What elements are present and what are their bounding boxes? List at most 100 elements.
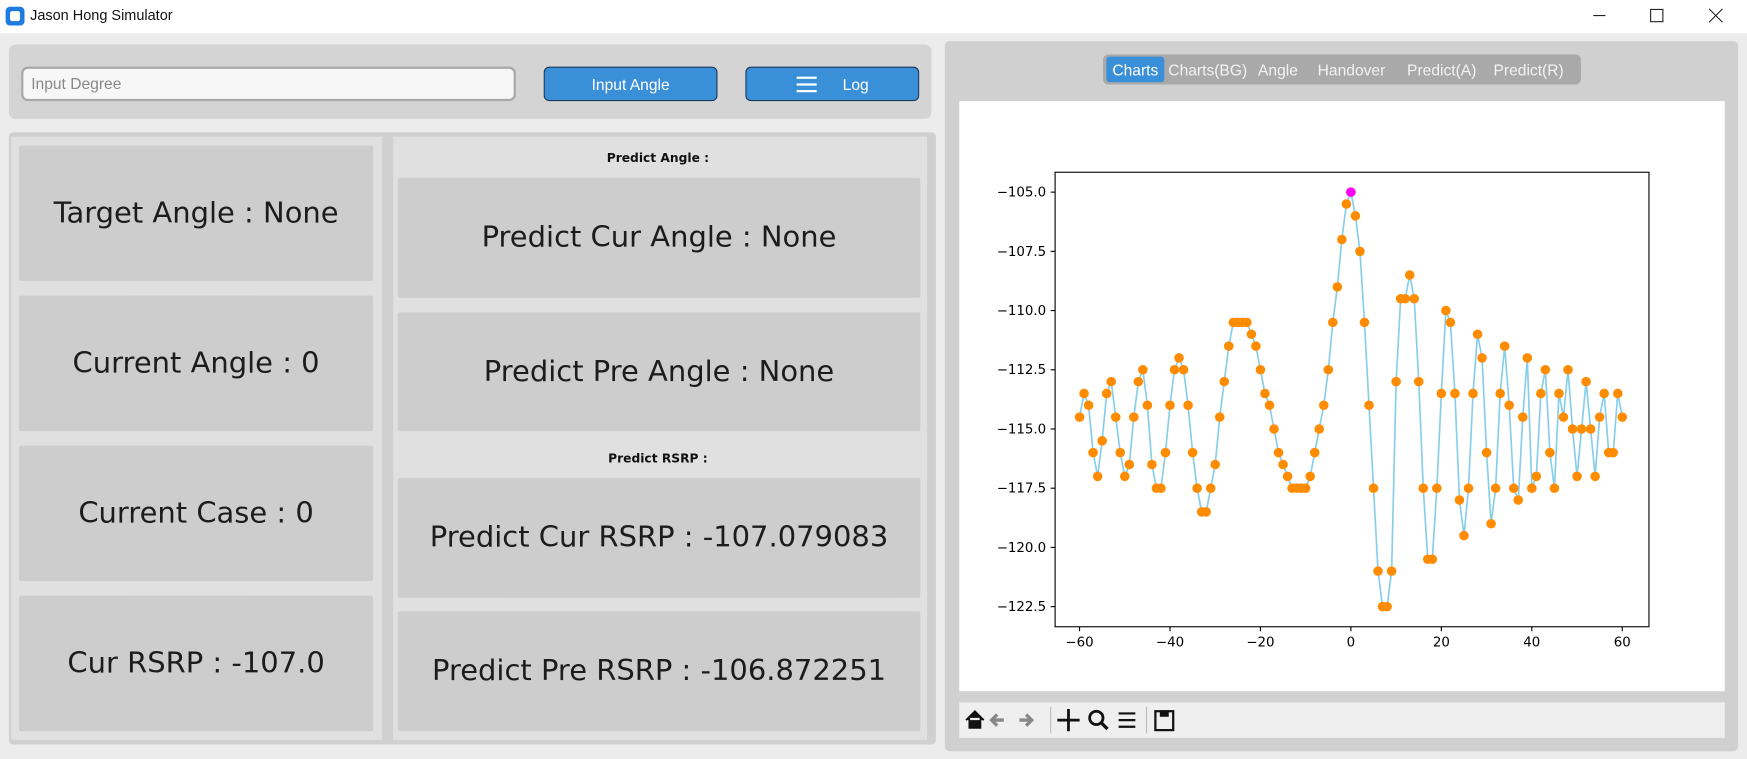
- data-point: [1531, 471, 1542, 482]
- data-point: [1282, 471, 1293, 482]
- data-point: [1359, 317, 1370, 328]
- series-line: [1078, 189, 1624, 608]
- title-bar: Jason Hong Simulator: [0, 0, 1747, 34]
- data-point: [1350, 211, 1361, 221]
- tab[interactable]: Predict(R): [1493, 60, 1564, 79]
- data-point: [1549, 483, 1560, 493]
- data-point: [1124, 459, 1135, 470]
- data-point: [1205, 483, 1216, 493]
- data-point: [1490, 483, 1501, 493]
- tab[interactable]: Predict(A): [1407, 60, 1477, 79]
- data-point: [1536, 388, 1546, 399]
- data-point: [1169, 364, 1180, 375]
- data-point: [1495, 388, 1505, 399]
- toolbar-icons[interactable]: [959, 702, 1182, 738]
- y-tick-label: −107.5: [997, 245, 1046, 260]
- tab[interactable]: Charts: [1106, 56, 1165, 83]
- status-card: Current Case : 0: [18, 445, 374, 582]
- data-point: [1079, 388, 1089, 399]
- input-angle-button[interactable]: Input Angle: [543, 66, 718, 102]
- data-point: [1318, 400, 1329, 411]
- data-point: [1314, 424, 1325, 434]
- y-tick-label: −115.0: [997, 422, 1046, 437]
- data-point: [1617, 412, 1628, 422]
- x-tick-label: 0: [1347, 636, 1356, 651]
- data-point: [1187, 447, 1198, 458]
- data-point: [1101, 388, 1112, 399]
- data-point: [1332, 282, 1343, 292]
- data-point: [1481, 447, 1492, 458]
- log-button[interactable]: Log: [745, 66, 920, 102]
- data-point: [1110, 412, 1121, 422]
- data-point: [1581, 376, 1591, 387]
- data-point: [1341, 199, 1352, 209]
- data-point: [1156, 483, 1166, 493]
- window-controls[interactable]: [1582, 0, 1747, 33]
- tab[interactable]: Charts(BG): [1168, 60, 1248, 79]
- data-point: [1219, 376, 1230, 387]
- data-point: [1223, 341, 1234, 351]
- y-tick-label: −120.0: [997, 541, 1046, 556]
- y-tick-label: −105.0: [997, 186, 1046, 201]
- data-point: [1269, 424, 1279, 434]
- x-tick-label: −20: [1246, 636, 1274, 651]
- data-point: [1567, 424, 1578, 434]
- data-point: [1404, 270, 1415, 280]
- tab[interactable]: Angle: [1257, 60, 1298, 79]
- data-point: [1513, 495, 1524, 505]
- data-point: [1142, 400, 1153, 411]
- section-heading: Predict Angle :: [606, 151, 710, 166]
- data-point: [1260, 388, 1270, 399]
- data-point: [1255, 364, 1266, 375]
- data-point: [1517, 412, 1528, 422]
- data-point: [1368, 483, 1379, 493]
- data-point: [1418, 483, 1429, 493]
- tab-bar: Charts Charts(BG) Angle Handover Predict(A) P…: [1103, 54, 1581, 85]
- data-point: [1242, 317, 1252, 328]
- data-point: [1300, 483, 1311, 493]
- data-point: [1409, 293, 1420, 304]
- status-card: Current Angle : 0: [18, 295, 374, 432]
- chart: −105.0 −107.5 −110.0 −112.5 −115.0 −117.5 −120…: [997, 171, 1650, 651]
- data-point: [1413, 376, 1424, 387]
- data-point: [1554, 388, 1564, 399]
- app-icon: [5, 6, 25, 26]
- status-column: Target Angle : None Current Angle : 0 Cu…: [11, 136, 383, 741]
- data-point: [1278, 459, 1288, 470]
- data-point: [1273, 447, 1284, 458]
- data-point: [1309, 447, 1320, 458]
- data-point: [1608, 447, 1619, 458]
- predict-card: Predict Cur Angle : None: [397, 177, 921, 298]
- data-point: [1572, 471, 1582, 482]
- predict-card: Predict Pre Angle : None: [397, 312, 921, 432]
- status-card: Cur RSRP : -107.0: [18, 595, 374, 732]
- x-tick-label: −60: [1065, 636, 1093, 651]
- data-point: [1074, 412, 1085, 422]
- button-label: Log: [842, 75, 869, 93]
- data-point: [1214, 412, 1225, 422]
- data-point: [1590, 471, 1600, 482]
- data-point: [1138, 364, 1148, 375]
- data-point: [1508, 483, 1519, 493]
- degree-input[interactable]: Input Degree: [21, 66, 516, 102]
- data-point: [1545, 447, 1555, 458]
- data-point: [1183, 400, 1193, 411]
- data-point: [1463, 483, 1474, 493]
- data-point: [1364, 400, 1374, 411]
- tab[interactable]: Handover: [1317, 60, 1386, 79]
- data-point: [1133, 376, 1144, 387]
- y-tick-label: −112.5: [997, 363, 1046, 378]
- data-point: [1576, 424, 1587, 434]
- data-point: [1450, 388, 1460, 399]
- data-point: [1305, 471, 1315, 482]
- data-point: [1486, 518, 1496, 529]
- x-tick-label: 20: [1433, 636, 1450, 651]
- y-tick-label: −117.5: [997, 482, 1046, 497]
- data-point: [1192, 483, 1202, 493]
- data-point: [1115, 447, 1126, 458]
- input-panel: Input Degree Input Angle Log: [8, 44, 932, 119]
- data-point: [1147, 459, 1157, 470]
- section-heading: Predict RSRP :: [608, 451, 708, 466]
